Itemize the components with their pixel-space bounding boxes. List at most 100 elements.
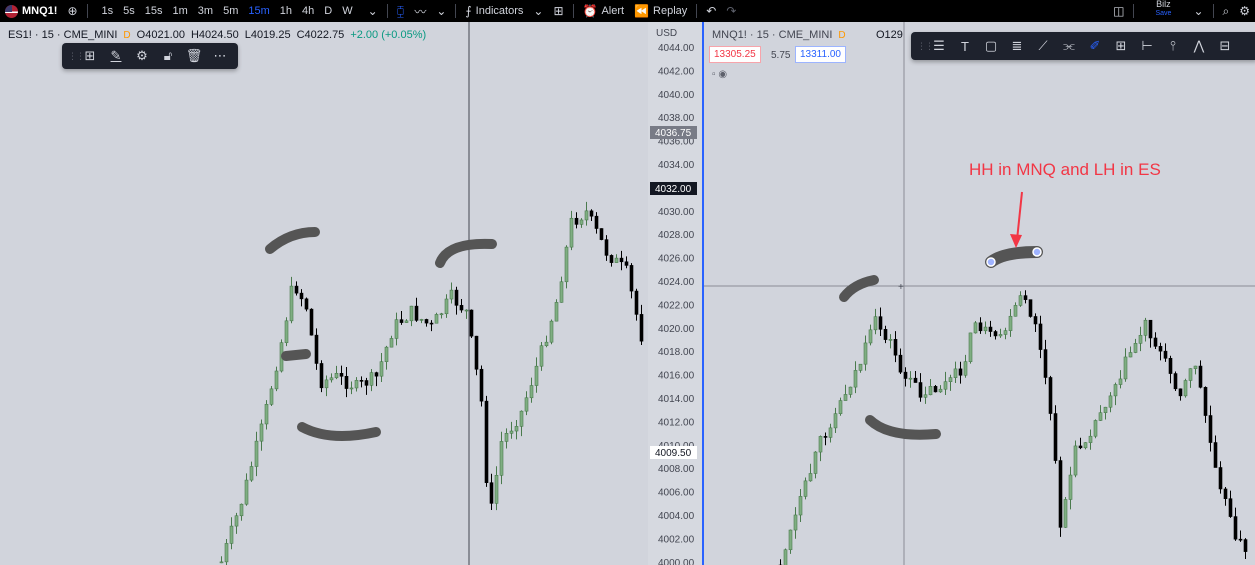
price-tick-label: 4012.00 — [658, 417, 695, 428]
es-symbol-title[interactable]: ES1! · 15 · CME_MINI — [8, 29, 118, 41]
redo-icon[interactable]: ↷ — [726, 4, 737, 18]
settings-sliders-icon[interactable]: ☰ — [933, 38, 945, 53]
save-layout-button[interactable]: Bilz Save — [1138, 0, 1188, 22]
annotation-text: HH in MNQ and LH in ES — [969, 160, 1161, 179]
position-tool-icon[interactable]: ⫯ — [1170, 38, 1176, 53]
candle-body — [923, 394, 928, 398]
candle-body — [908, 377, 913, 380]
indicators-button[interactable]: ⨍ Indicators — [460, 0, 528, 22]
candles-icon[interactable]: ⧮ — [396, 3, 405, 18]
line-chart-icon[interactable]: 〰 — [414, 4, 427, 19]
trash-icon[interactable]: 🗑︎ — [185, 48, 203, 63]
brush-tool-icon[interactable]: ✐ — [1089, 38, 1101, 53]
table-tool-icon[interactable]: ⊟ — [1219, 38, 1231, 53]
price-tick-label: 4040.00 — [658, 90, 695, 101]
timeframe-3m[interactable]: 3m — [197, 5, 214, 17]
es-change: +2.00 (+0.05%) — [350, 29, 427, 41]
marker-handle-end — [1032, 247, 1042, 257]
price-tick-label: 4038.00 — [658, 113, 695, 124]
symbol-search[interactable]: MNQ1! — [0, 0, 62, 22]
timeframe-15s[interactable]: 15s — [144, 5, 163, 17]
unlock-icon[interactable]: 🔓︎ — [163, 48, 173, 63]
price-tick-label: 4008.00 — [658, 464, 695, 475]
layouts-icon[interactable]: ⊞ — [553, 4, 564, 18]
candle-body — [589, 210, 594, 217]
rectangle-tool-icon[interactable]: ▢ — [984, 38, 998, 53]
sell-price-button[interactable]: 13305.25 — [709, 46, 761, 63]
candle-body — [344, 375, 349, 389]
es-chart-pane[interactable]: 4044.00 4042.00 4040.00 4038.00 4036.00 4034.… — [0, 22, 702, 565]
timeframe-D[interactable]: D — [324, 5, 333, 17]
channel-tool-icon[interactable]: ⫘ — [1063, 38, 1075, 53]
candle-body — [229, 525, 234, 544]
chevron-down-icon[interactable]: ⌄ — [436, 4, 447, 18]
visibility-icons[interactable]: ▫ ◉ — [712, 69, 728, 80]
candle-body — [1048, 377, 1053, 414]
mnq-symbol-title[interactable]: MNQ1! · 15 · CME_MINI — [712, 29, 833, 41]
gear-icon[interactable]: ⚙ — [136, 48, 148, 63]
candle-body — [514, 426, 519, 432]
wave-tool-icon[interactable]: ⋀ — [1193, 38, 1205, 53]
candle-body — [1073, 445, 1078, 476]
drag-handle-icon[interactable]: ⋮⋮ — [68, 50, 85, 61]
mnq-chart-pane[interactable]: + MNQ1! · 15 · CME_MINI D O129 13305.25 … — [702, 22, 1255, 565]
timeframe-1m[interactable]: 1m — [172, 5, 188, 17]
chevron-down-icon[interactable]: ⌄ — [1193, 4, 1204, 18]
replay-button[interactable]: ⏪ Replay — [629, 0, 692, 22]
candle-body — [599, 228, 604, 240]
undo-icon[interactable]: ↶ — [706, 4, 717, 18]
candle-body — [509, 430, 514, 434]
mnq-d-badge: D — [838, 29, 846, 41]
divider — [386, 4, 388, 18]
timeframe-W[interactable]: W — [342, 5, 353, 17]
chevron-down-icon[interactable]: ⌄ — [533, 4, 544, 18]
compare-plus-icon[interactable]: ⊕ — [67, 4, 78, 18]
candle-body — [429, 322, 434, 325]
high-price-badge-bg — [650, 126, 697, 139]
search-icon[interactable]: ⌕ — [1222, 3, 1230, 18]
candle-body — [958, 368, 963, 376]
drag-handle-icon[interactable]: ⋮⋮ — [917, 40, 934, 51]
price-tick-label: 4036.00 — [658, 137, 695, 148]
more-icon[interactable]: ⋯ — [213, 48, 227, 63]
candle-body — [823, 436, 828, 438]
candle-body — [524, 397, 529, 412]
grid-tool-icon[interactable]: ⊞ — [1115, 38, 1127, 53]
candle-body — [793, 514, 798, 531]
gear-icon[interactable]: ⚙ — [1239, 4, 1250, 18]
alert-button[interactable]: ⏰ Alert — [578, 0, 630, 22]
text-tool-icon[interactable]: T — [961, 38, 969, 54]
fib-tool-icon[interactable]: ≣ — [1011, 38, 1023, 53]
timeframe-15m[interactable]: 15m — [248, 5, 270, 17]
indicators-icon: ⨍ — [465, 4, 472, 18]
timeframe-4h[interactable]: 4h — [302, 5, 315, 17]
timeframe-1s[interactable]: 1s — [101, 5, 114, 17]
pencil-icon[interactable]: ✎ — [110, 48, 122, 63]
candle-body — [1033, 316, 1038, 325]
price-tick-label: 4018.00 — [658, 347, 695, 358]
candle-body — [858, 363, 863, 371]
chevron-down-icon[interactable]: ⌄ — [367, 4, 378, 18]
layout-select-icon[interactable]: ◫ — [1113, 4, 1125, 18]
candle-body — [574, 217, 579, 225]
candle-body — [534, 365, 539, 386]
mnq-chart-canvas[interactable]: + — [704, 22, 1255, 565]
candle-body — [943, 381, 948, 390]
measure-tool-icon[interactable]: ⊢ — [1141, 38, 1153, 53]
alert-label: Alert — [601, 5, 625, 17]
candle-body — [1238, 538, 1243, 541]
es-chart-canvas[interactable]: 4044.00 4042.00 4040.00 4038.00 4036.00 4034.… — [0, 22, 702, 565]
candle-body — [494, 475, 499, 504]
candle-body — [1158, 346, 1163, 352]
candle-body — [1043, 349, 1048, 378]
candle-body — [409, 305, 414, 322]
timeframe-5s[interactable]: 5s — [123, 5, 135, 17]
buy-price-button[interactable]: 13311.00 — [795, 46, 846, 63]
candle-body — [324, 379, 329, 389]
price-tick-label: 4004.00 — [658, 511, 695, 522]
candle-body — [609, 255, 614, 263]
trend-line-icon[interactable]: ⟋ — [1038, 38, 1048, 53]
template-icon[interactable]: ⊞ — [84, 48, 96, 63]
timeframe-1h[interactable]: 1h — [279, 5, 293, 17]
timeframe-5m[interactable]: 5m — [223, 5, 239, 17]
